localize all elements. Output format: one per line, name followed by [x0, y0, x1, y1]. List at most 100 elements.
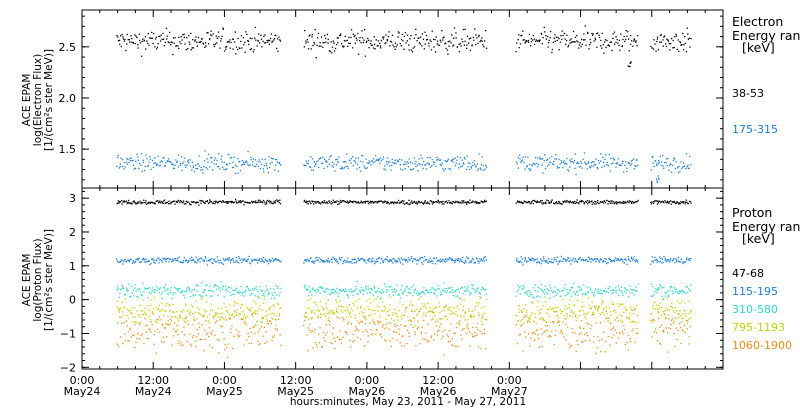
data-point — [327, 202, 329, 204]
data-point — [588, 287, 590, 289]
data-point — [320, 316, 322, 319]
data-point — [631, 320, 633, 323]
data-point — [441, 30, 443, 32]
data-point — [481, 37, 483, 39]
data-point — [306, 289, 308, 291]
data-point — [427, 341, 429, 343]
data-point — [251, 164, 254, 166]
data-point — [662, 45, 664, 47]
data-point — [574, 332, 576, 334]
data-point — [333, 50, 336, 52]
data-point — [436, 295, 438, 297]
data-point — [119, 316, 121, 318]
data-point — [612, 201, 615, 203]
data-point — [483, 201, 485, 203]
data-point — [654, 328, 657, 330]
data-point — [683, 165, 685, 168]
data-point — [436, 260, 438, 263]
data-point — [595, 260, 597, 263]
data-point — [277, 200, 279, 202]
data-point — [658, 178, 660, 181]
data-point — [469, 316, 472, 318]
data-point — [555, 306, 557, 308]
data-point — [395, 46, 397, 48]
data-point — [537, 157, 539, 159]
data-point — [345, 261, 347, 264]
data-point — [385, 285, 387, 288]
data-point — [593, 341, 595, 343]
data-point — [273, 313, 275, 315]
data-point — [594, 37, 596, 39]
data-point — [370, 334, 373, 336]
data-point — [666, 202, 668, 204]
data-point — [433, 312, 435, 314]
data-point — [120, 35, 122, 37]
data-point — [621, 45, 624, 47]
data-point — [192, 165, 195, 167]
data-point — [319, 300, 322, 303]
data-point — [521, 202, 524, 205]
data-point — [230, 331, 232, 334]
data-point — [676, 300, 679, 302]
data-point — [214, 203, 216, 205]
data-point — [601, 166, 603, 169]
data-point — [564, 295, 566, 297]
data-point — [624, 258, 626, 260]
data-point — [177, 290, 179, 292]
data-point — [309, 298, 312, 300]
data-point — [344, 331, 347, 333]
data-point — [582, 158, 584, 161]
data-point — [451, 287, 453, 289]
data-point — [539, 39, 541, 41]
data-point — [594, 258, 596, 260]
data-point — [476, 37, 478, 39]
data-point — [469, 49, 471, 52]
data-point — [369, 322, 371, 324]
data-point — [626, 263, 628, 265]
data-point — [414, 331, 416, 333]
data-point — [581, 341, 583, 343]
data-point — [522, 350, 524, 352]
data-point — [213, 159, 216, 161]
data-point — [213, 259, 215, 261]
data-point — [595, 308, 597, 310]
data-point — [660, 41, 662, 43]
data-point — [309, 166, 311, 168]
data-point — [472, 258, 475, 261]
data-point — [463, 163, 465, 165]
data-point — [423, 319, 425, 322]
data-point — [368, 314, 370, 317]
data-point — [568, 303, 570, 306]
data-point — [655, 304, 658, 306]
data-point — [155, 163, 158, 165]
data-point — [190, 260, 192, 262]
data-point — [147, 33, 149, 35]
data-point — [313, 262, 315, 265]
data-point — [462, 329, 464, 331]
data-point — [210, 309, 212, 311]
data-point — [427, 302, 429, 305]
data-point — [545, 261, 547, 263]
data-point — [454, 332, 456, 334]
data-point — [484, 289, 486, 291]
data-point — [561, 203, 563, 205]
data-point — [418, 37, 420, 39]
data-point — [420, 256, 422, 259]
data-point — [221, 312, 223, 314]
data-point — [466, 287, 468, 289]
data-point — [672, 39, 674, 42]
data-point — [621, 258, 623, 260]
data-point — [271, 41, 273, 43]
data-point — [335, 201, 337, 204]
data-point — [517, 320, 519, 322]
data-point — [323, 290, 325, 292]
data-point — [676, 48, 678, 50]
data-point — [673, 333, 675, 335]
data-point — [326, 33, 328, 36]
data-point — [479, 202, 481, 204]
data-point — [365, 200, 367, 202]
data-point — [369, 161, 371, 164]
data-point — [373, 158, 375, 160]
data-point — [116, 300, 118, 302]
